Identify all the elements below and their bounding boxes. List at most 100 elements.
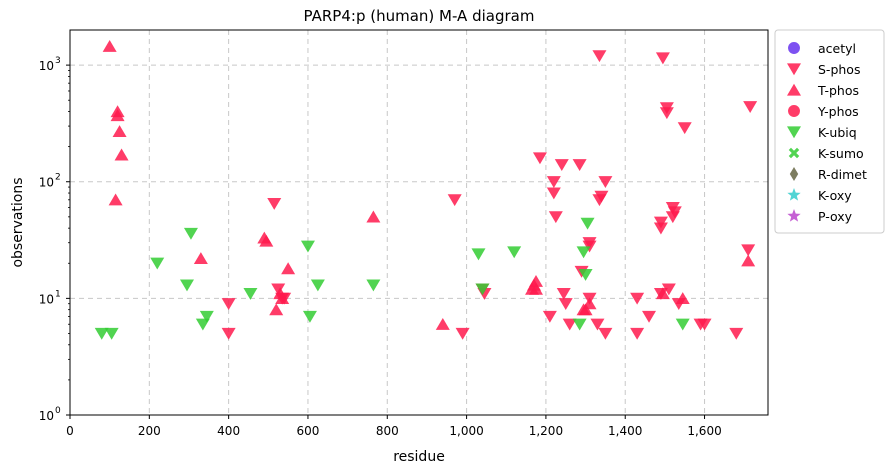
s-phos-point	[562, 318, 577, 331]
s-phos-point	[542, 310, 557, 323]
t-phos-point	[269, 303, 284, 316]
s-phos-point	[741, 244, 756, 257]
t-phos-point	[528, 275, 543, 287]
s-phos-point	[267, 197, 282, 210]
t-phos-point	[281, 262, 296, 275]
s-phos-point	[572, 159, 587, 171]
legend-label: P-oxy	[818, 209, 853, 224]
k-ubiq-point	[366, 279, 381, 292]
x-tick-label: 1,400	[608, 424, 642, 438]
plot-area	[69, 29, 769, 416]
x-axis-title: residue	[393, 449, 445, 465]
y-tick-exponent: 2	[55, 173, 61, 183]
s-phos-point	[548, 211, 563, 224]
x-axis: 0 200 400 600 800 1,000 1,200 1,400 1,600	[66, 415, 722, 438]
s-phos-point	[455, 327, 470, 340]
k-ubiq-point	[471, 248, 486, 261]
s-phos-point	[743, 101, 758, 113]
legend-label: K-sumo	[818, 146, 864, 161]
legend-label: K-oxy	[818, 188, 852, 203]
t-phos-point	[102, 39, 117, 52]
s-phos-point	[221, 298, 236, 311]
legend-marker-acetyl	[788, 42, 800, 54]
y-tick-exponent: 0	[55, 406, 61, 416]
legend-label: K-ubiq	[818, 125, 857, 140]
t-phos-point	[435, 317, 450, 330]
legend-marker-s-phos	[787, 63, 801, 76]
s-phos-point	[532, 152, 547, 165]
k-ubiq-point	[675, 318, 690, 331]
y-tick-label: 10	[39, 292, 54, 306]
t-phos-point	[110, 109, 125, 122]
k-ubiq-point	[580, 217, 595, 230]
s-phos-point	[697, 318, 712, 331]
s-phos-point	[653, 222, 668, 235]
k-ubiq-point	[104, 327, 119, 340]
y-tick-label: 10	[39, 59, 54, 73]
legend-marker-r-dimet	[789, 167, 799, 181]
y-axis-title: observations	[10, 177, 26, 267]
legend-marker-t-phos	[787, 83, 801, 96]
data-points	[94, 39, 758, 340]
k-ubiq-point	[507, 246, 522, 259]
legend-marker-k-oxy	[787, 188, 801, 201]
legend: acetyl S-phos T-phos Y-phos K-ubiq K-sumo R-di…	[774, 29, 885, 234]
s-phos-point	[655, 52, 670, 65]
x-tick-label: 400	[217, 424, 240, 438]
k-ubiq-point	[94, 327, 109, 340]
s-phos-point	[592, 194, 607, 207]
y-tick-exponent: 1	[55, 289, 61, 299]
x-tick-label: 1,200	[529, 424, 563, 438]
s-phos-point	[554, 159, 569, 171]
legend-label: S-phos	[818, 62, 860, 77]
k-ubiq-point	[243, 287, 258, 300]
chart-title: PARP4:p (human) M-A diagram	[304, 7, 535, 25]
legend-marker-k-sumo	[788, 147, 800, 159]
s-phos-point	[592, 50, 607, 63]
s-phos-point	[653, 216, 668, 229]
x-tick-label: 1,600	[687, 424, 721, 438]
k-ubiq-point	[302, 310, 317, 323]
s-phos-point	[659, 107, 674, 120]
k-ubiq-point	[475, 283, 490, 296]
s-phos-point	[556, 287, 571, 300]
legend-label: T-phos	[817, 83, 859, 98]
legend-label: R-dimet	[818, 167, 867, 182]
s-phos-point	[558, 298, 573, 311]
x-tick-label: 0	[66, 424, 74, 438]
k-ubiq-point	[199, 310, 214, 323]
s-phos-point	[729, 327, 744, 340]
t-phos-point	[112, 125, 127, 138]
t-phos-point	[675, 292, 690, 304]
k-ubiq-point	[310, 279, 325, 292]
s-phos-point	[447, 194, 462, 207]
y-tick-label: 10	[39, 409, 54, 423]
s-phos-point	[271, 283, 286, 296]
k-ubiq-point	[578, 268, 593, 281]
t-phos-point	[275, 292, 290, 304]
k-ubiq-point	[179, 279, 194, 292]
legend-marker-p-oxy	[787, 209, 801, 222]
t-phos-point	[366, 210, 381, 223]
s-phos-point	[630, 292, 645, 305]
legend-label: Y-phos	[817, 104, 859, 119]
s-phos-point	[598, 327, 613, 340]
legend-label: acetyl	[818, 41, 856, 56]
x-tick-label: 200	[138, 424, 161, 438]
grid-lines	[70, 30, 768, 415]
k-ubiq-point	[300, 240, 315, 253]
y-tick-exponent: 3	[55, 56, 61, 66]
y-tick-label: 10	[39, 176, 54, 190]
s-phos-point	[221, 327, 236, 340]
k-ubiq-point	[572, 318, 587, 331]
s-phos-point	[661, 283, 676, 296]
t-phos-point	[655, 287, 670, 300]
s-phos-point	[630, 327, 645, 340]
s-phos-point	[546, 176, 561, 189]
s-phos-point	[598, 176, 613, 189]
t-phos-point	[741, 254, 756, 267]
t-phos-point	[576, 303, 591, 316]
t-phos-point	[193, 252, 208, 265]
x-tick-label: 600	[297, 424, 320, 438]
